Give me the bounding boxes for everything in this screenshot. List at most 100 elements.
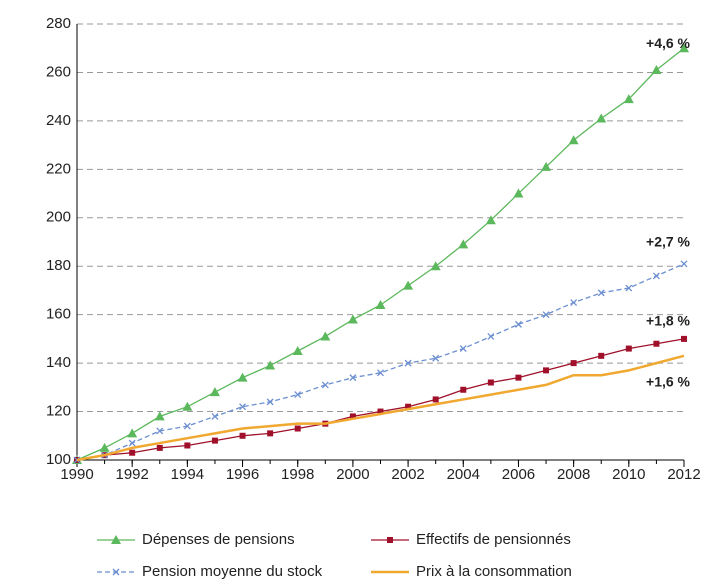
point <box>377 369 384 377</box>
point <box>320 331 331 341</box>
point <box>432 396 439 403</box>
point <box>127 428 138 438</box>
point <box>598 352 605 359</box>
series-line <box>76 47 685 461</box>
point <box>405 403 412 410</box>
y-tick-label: 240 <box>46 112 71 129</box>
x-tick-label: 2002 <box>391 466 424 483</box>
point <box>430 261 441 271</box>
end-label: +2,7 % <box>646 234 691 250</box>
legend-label: Pension moyenne du stock <box>142 563 323 580</box>
legend-label: Dépenses de pensions <box>142 531 295 548</box>
point <box>570 299 578 307</box>
point <box>294 391 302 399</box>
point <box>321 381 329 389</box>
point <box>404 359 412 367</box>
point <box>681 335 687 342</box>
y-tick-label: 100 <box>46 451 71 468</box>
x-tick-label: 1998 <box>281 466 314 483</box>
point <box>209 387 220 397</box>
point <box>294 425 301 432</box>
legend-label: Prix à la consommation <box>416 563 572 580</box>
point <box>653 340 660 347</box>
point <box>375 299 386 309</box>
series-line <box>76 263 685 461</box>
point <box>266 398 274 406</box>
point <box>211 437 218 444</box>
x-tick-label: 2000 <box>336 466 369 483</box>
point <box>432 354 440 362</box>
point <box>625 284 633 292</box>
y-tick-label: 140 <box>46 354 71 371</box>
end-label: +4,6 % <box>646 35 691 51</box>
point <box>596 113 607 123</box>
end-label: +1,6 % <box>646 374 691 390</box>
point <box>211 412 219 420</box>
point <box>403 280 414 290</box>
point <box>568 135 579 145</box>
point <box>459 345 467 353</box>
x-tick-label: 2008 <box>557 466 590 483</box>
x-tick-label: 1994 <box>171 466 204 483</box>
point <box>679 43 689 53</box>
y-tick-label: 280 <box>46 15 71 32</box>
point <box>625 345 632 352</box>
point <box>623 94 634 104</box>
point <box>652 272 660 280</box>
x-tick-label: 2010 <box>612 466 645 483</box>
legend-marker <box>111 535 121 544</box>
y-tick-label: 180 <box>46 257 71 274</box>
point <box>377 408 384 415</box>
x-tick-label: 2006 <box>502 466 535 483</box>
point <box>542 311 550 319</box>
point <box>487 379 494 386</box>
point <box>154 411 165 421</box>
x-tick-label: 1992 <box>115 466 148 483</box>
point <box>347 314 358 324</box>
point <box>129 449 136 456</box>
y-tick-label: 120 <box>46 403 71 420</box>
point <box>570 360 577 367</box>
y-tick-label: 200 <box>46 209 71 226</box>
x-tick-label: 1990 <box>60 466 93 483</box>
y-tick-label: 220 <box>46 160 71 177</box>
point <box>680 260 688 268</box>
point <box>265 360 276 370</box>
point <box>292 346 303 355</box>
x-tick-label: 2012 <box>667 466 700 483</box>
point <box>239 432 246 439</box>
point <box>460 386 467 393</box>
point <box>485 215 496 225</box>
point <box>514 320 522 328</box>
point <box>184 442 191 449</box>
point <box>239 403 247 411</box>
point <box>128 439 136 447</box>
point <box>156 427 164 435</box>
point <box>458 239 469 249</box>
point <box>349 374 357 382</box>
point <box>597 289 605 297</box>
series-line <box>76 354 685 462</box>
end-label: +1,8 % <box>646 313 691 329</box>
y-tick-label: 160 <box>46 306 71 323</box>
point <box>156 444 163 451</box>
point <box>543 367 550 374</box>
point <box>541 161 552 171</box>
point <box>237 372 248 382</box>
point <box>182 401 193 411</box>
legend-marker <box>387 537 393 543</box>
point <box>513 188 524 198</box>
point <box>515 374 522 381</box>
legend-marker <box>112 568 120 576</box>
x-tick-label: 1996 <box>226 466 259 483</box>
point <box>183 422 191 430</box>
legend-label: Effectifs de pensionnés <box>416 531 571 548</box>
point <box>349 413 356 420</box>
y-tick-label: 260 <box>46 63 71 80</box>
point <box>99 442 110 452</box>
x-tick-label: 2004 <box>447 466 480 483</box>
point <box>651 65 662 75</box>
point <box>267 430 274 437</box>
point <box>487 333 495 340</box>
